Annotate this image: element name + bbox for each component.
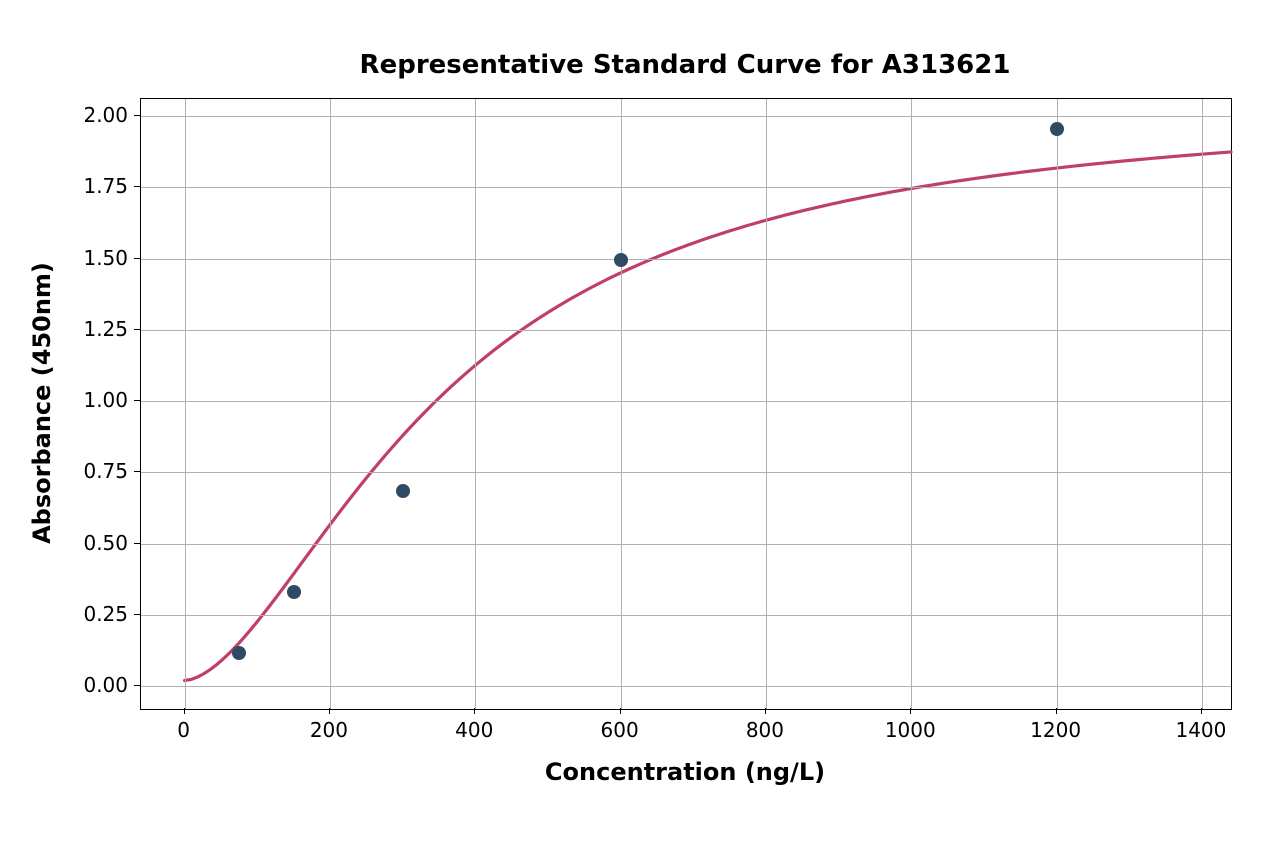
x-tick-label: 400 <box>455 718 493 742</box>
y-tick <box>134 258 140 259</box>
x-tick-label: 200 <box>310 718 348 742</box>
y-grid-line <box>141 686 1231 687</box>
y-tick-label: 0.25 <box>83 602 128 626</box>
y-tick <box>134 329 140 330</box>
plot-area <box>140 98 1232 710</box>
y-grid-line <box>141 401 1231 402</box>
figure: Representative Standard Curve for A31362… <box>0 0 1280 845</box>
y-grid-line <box>141 187 1231 188</box>
x-tick-label: 1200 <box>1030 718 1081 742</box>
x-grid-line <box>621 99 622 709</box>
y-grid-line <box>141 259 1231 260</box>
x-tick-label: 1400 <box>1175 718 1226 742</box>
x-tick-label: 800 <box>746 718 784 742</box>
y-tick-label: 0.50 <box>83 531 128 555</box>
y-tick-label: 2.00 <box>83 103 128 127</box>
x-grid-line <box>475 99 476 709</box>
x-grid-line <box>911 99 912 709</box>
x-grid-line <box>185 99 186 709</box>
x-tick <box>1056 708 1057 714</box>
y-tick <box>134 115 140 116</box>
x-grid-line <box>766 99 767 709</box>
y-grid-line <box>141 615 1231 616</box>
y-tick <box>134 685 140 686</box>
x-tick-label: 1000 <box>885 718 936 742</box>
x-tick <box>474 708 475 714</box>
y-tick <box>134 186 140 187</box>
x-tick <box>329 708 330 714</box>
x-tick <box>620 708 621 714</box>
data-point <box>232 646 246 660</box>
y-tick-label: 1.50 <box>83 246 128 270</box>
y-grid-line <box>141 472 1231 473</box>
y-tick <box>134 614 140 615</box>
x-grid-line <box>1057 99 1058 709</box>
y-tick-label: 0.00 <box>83 673 128 697</box>
x-grid-line <box>330 99 331 709</box>
y-grid-line <box>141 544 1231 545</box>
y-tick-label: 1.25 <box>83 317 128 341</box>
chart-title: Representative Standard Curve for A31362… <box>360 50 1011 80</box>
data-point <box>614 253 628 267</box>
y-tick <box>134 400 140 401</box>
y-grid-line <box>141 116 1231 117</box>
data-point <box>287 585 301 599</box>
y-tick <box>134 471 140 472</box>
data-point <box>396 484 410 498</box>
x-tick <box>184 708 185 714</box>
fit-curve-path <box>185 152 1231 681</box>
x-tick-label: 0 <box>177 718 190 742</box>
y-tick <box>134 543 140 544</box>
y-tick-label: 1.00 <box>83 388 128 412</box>
y-grid-line <box>141 330 1231 331</box>
y-tick-label: 0.75 <box>83 459 128 483</box>
x-tick-label: 600 <box>601 718 639 742</box>
data-point <box>1050 122 1064 136</box>
x-tick <box>1201 708 1202 714</box>
fit-curve <box>141 99 1231 709</box>
y-axis-label: Absorbance (450nm) <box>28 262 56 544</box>
x-tick <box>910 708 911 714</box>
x-axis-label: Concentration (ng/L) <box>545 758 825 786</box>
y-tick-label: 1.75 <box>83 174 128 198</box>
x-tick <box>765 708 766 714</box>
x-grid-line <box>1202 99 1203 709</box>
